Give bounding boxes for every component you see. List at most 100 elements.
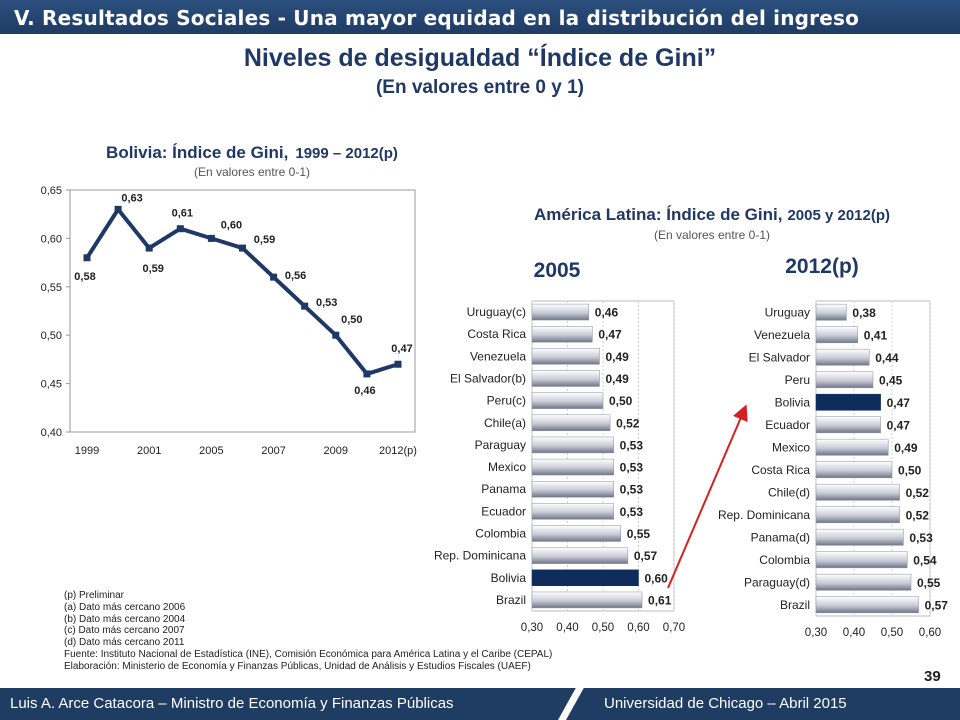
bar-data-label: 0,52 [906, 486, 930, 500]
line-chart-title: Bolivia: Índice de Gini, 1999 – 2012(p) [106, 143, 398, 162]
line-data-label: 0,50 [341, 314, 362, 326]
bar-ecuador [531, 503, 614, 520]
bar-chart-2012: 0,30 0,40 0,50 0,60 Uruguay 0,38 Venezuela 0,41… [718, 300, 949, 639]
bar-data-label: 0,47 [887, 418, 911, 432]
elaboration-note: Elaboración: Ministerio de Economía y Fi… [64, 660, 531, 672]
category-label: Mexico [488, 460, 526, 474]
bar-costa-rica [531, 325, 593, 343]
bar-data-label: 0,53 [909, 531, 933, 545]
x-tick-label: 0,40 [843, 627, 865, 639]
latam-chart-subtitle: (En valores entre 0-1) [654, 228, 770, 242]
y-tick-label: 0,55 [41, 282, 62, 294]
bar-data-label: 0,38 [852, 306, 876, 320]
category-label: Uruguay(c) [467, 305, 526, 319]
category-label: Ecuador [481, 504, 526, 518]
category-label: Colombia [475, 527, 526, 541]
y-tick-label: 0,50 [41, 330, 62, 342]
bar-data-label: 0,50 [609, 394, 633, 408]
line-point [332, 331, 340, 339]
bar-chile-a [531, 414, 611, 432]
line-data-label: 0,59 [254, 234, 275, 246]
bar-chart-2005: 0,30 0,40 0,50 0,60 0,70 Uruguay(c) 0,46 Costa … [434, 300, 685, 634]
category-label: Bolivia [775, 395, 811, 409]
footer-author: Luis A. Arce Catacora – Ministro de Econ… [10, 695, 454, 712]
bar-data-label: 0,53 [620, 461, 644, 475]
bar-data-label: 0,53 [620, 483, 644, 497]
bar-peru [815, 371, 874, 389]
bar-data-label: 0,52 [616, 416, 640, 430]
category-label: Peru(c) [487, 394, 526, 408]
bar-data-label: 0,49 [894, 441, 918, 455]
bar-uruguay-c [531, 303, 590, 321]
bar-peru-c [531, 392, 604, 409]
x-tick-label: 0,70 [663, 622, 685, 634]
bar-brazil [815, 596, 919, 614]
line-point [270, 273, 278, 281]
bar-rep-dominicana [531, 547, 629, 564]
bar-el-salvador [815, 348, 870, 366]
section-header-bar: V. Resultados Sociales - Una mayor equid… [0, 0, 960, 34]
line-point [145, 244, 153, 252]
line-point [207, 234, 215, 242]
bar-venezuela [815, 326, 859, 344]
category-label: Paraguay(d) [744, 575, 810, 589]
category-label: Bolivia [491, 571, 527, 585]
bar-costa-rica [815, 461, 893, 479]
page-subtitle: (En valores entre 0 y 1) [375, 77, 585, 98]
bar-data-label: 0,53 [620, 438, 644, 452]
bar-brazil [531, 591, 643, 609]
footer-event: Universidad de Chicago – Abril 2015 [604, 695, 847, 712]
bar-data-label: 0,57 [634, 549, 658, 563]
category-label: Brazil [496, 593, 526, 607]
latam-chart-title: América Latina: Índice de Gini, 2005 y 20… [534, 205, 890, 224]
category-label: Chile(a) [484, 416, 526, 430]
line-data-label: 0,60 [221, 219, 242, 231]
bar-data-label: 0,52 [906, 508, 930, 522]
category-label: El Salvador(b) [450, 372, 526, 386]
x-tick-label: 0,30 [521, 622, 543, 634]
bar-mexico [815, 438, 889, 456]
x-tick-label: 0,50 [881, 627, 903, 639]
bar-ecuador [815, 416, 881, 434]
bar-plot-frame [815, 300, 931, 617]
bolivia-gini-line-chart: Bolivia: Índice de Gini, 1999 – 2012(p) (… [41, 143, 417, 457]
bar-colombia [531, 525, 621, 542]
category-label: Peru [785, 373, 810, 387]
line-point [394, 360, 402, 368]
panel-2012-title: 2012(p) [785, 255, 859, 278]
bar-data-label: 0,53 [620, 505, 644, 519]
line-point [83, 254, 91, 262]
y-tick-label: 0,40 [41, 427, 62, 439]
category-label: Costa Rica [751, 463, 810, 477]
x-tick-label: 0,60 [919, 627, 941, 639]
bar-rep-dominicana [815, 506, 900, 524]
line-data-label: 0,56 [285, 270, 306, 282]
x-tick-label: 2009 [324, 445, 348, 457]
bar-data-label: 0,57 [925, 598, 949, 612]
bar-data-label: 0,41 [864, 328, 888, 342]
bar-chile-d [815, 483, 900, 501]
line-point [176, 225, 184, 233]
line-point [301, 302, 309, 310]
bar-data-label: 0,49 [605, 372, 629, 386]
bar-bolivia [531, 569, 639, 587]
line-plot-frame [69, 189, 416, 433]
category-label: Brazil [780, 598, 810, 612]
bar-paraguay [531, 436, 614, 454]
x-tick-label: 0,30 [805, 627, 827, 639]
bar-plot-frame [531, 300, 675, 612]
panel-2005-title: 2005 [534, 259, 581, 282]
bar-mexico [531, 458, 614, 476]
bar-data-label: 0,46 [595, 306, 619, 320]
source-note: Fuente: Instituto Nacional de Estadístic… [64, 648, 553, 660]
note-line: (d) Dato más cercano 2011 [64, 637, 185, 649]
footnotes: (p) Preliminar (a) Dato más cercano 2006… [64, 590, 552, 673]
bar-data-label: 0,54 [913, 553, 937, 567]
y-tick-label: 0,60 [41, 233, 62, 245]
line-point [114, 205, 122, 213]
bar-data-label: 0,55 [627, 527, 651, 541]
note-line: (a) Dato más cercano 2006 [64, 601, 186, 613]
bar-data-label: 0,47 [598, 328, 622, 342]
line-point [363, 370, 371, 378]
line-point [239, 244, 246, 252]
